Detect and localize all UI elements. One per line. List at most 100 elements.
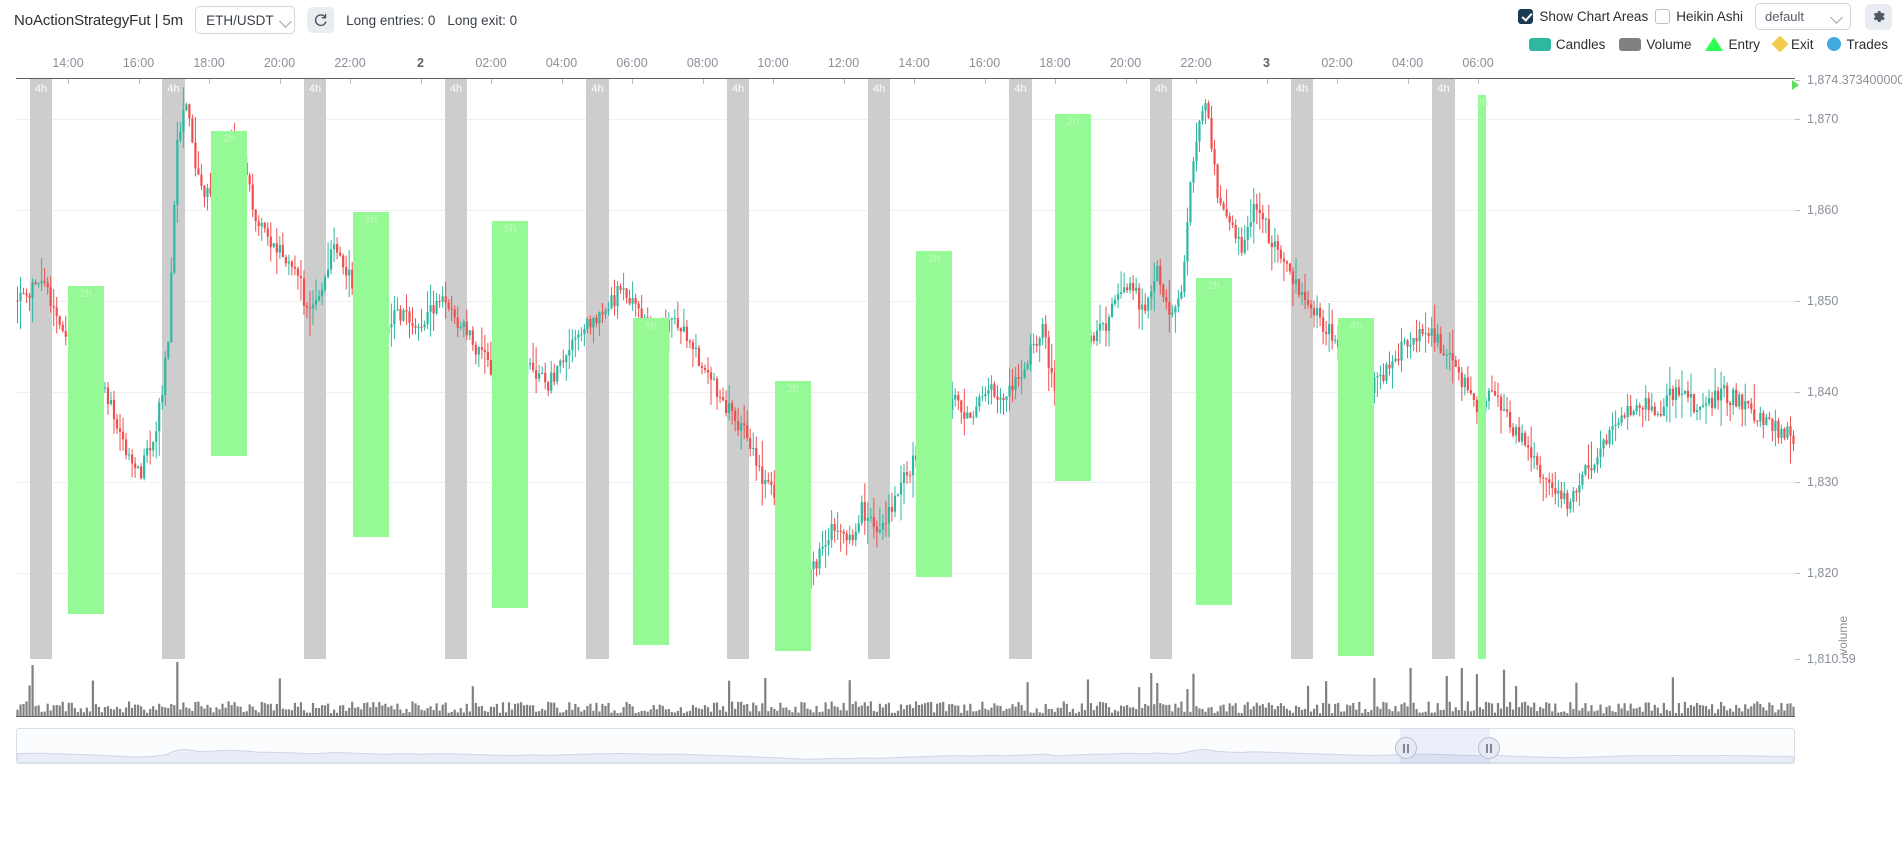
y-axis-tick-label: 1,830 [1807, 475, 1839, 490]
x-axis-tick [773, 78, 774, 84]
x-axis-tick-label: 10:00 [757, 56, 789, 70]
y-axis-tick [1795, 118, 1800, 120]
chart-area-band-label: 2h [786, 383, 800, 395]
legend-exit-label: Exit [1790, 36, 1814, 52]
x-axis-tick [1407, 78, 1409, 84]
show-chart-areas-checkbox[interactable] [1518, 9, 1534, 24]
chart-area-band: 5h [353, 212, 389, 537]
x-axis-tick-label: 06:00 [616, 56, 648, 70]
long-exit-count: Long exit: 0 [447, 12, 518, 28]
x-axis-tick-label: 02:00 [1321, 56, 1353, 70]
legend-trades-label: Trades [1846, 36, 1888, 52]
x-axis-tick [984, 78, 986, 84]
legend-candles-label: Candles [1555, 36, 1606, 52]
x-axis-tick-label: 20:00 [263, 56, 296, 70]
last-price-marker-icon [1792, 80, 1799, 90]
volume-axis-label: volume [1836, 616, 1850, 655]
x-axis-tick [420, 78, 422, 84]
show-chart-areas-toggle[interactable]: Show Chart Areas [1518, 9, 1648, 24]
x-axis-tick [1337, 78, 1338, 84]
x-axis-tick [1055, 78, 1056, 84]
x-axis-tick-label: 08:00 [686, 56, 719, 70]
legend-volume-swatch-icon [1619, 37, 1642, 51]
gridline [16, 573, 1795, 575]
candlestick-series [16, 87, 1795, 596]
x-axis-tick [1478, 78, 1479, 84]
plot-config-select[interactable]: default [1755, 3, 1851, 30]
volume-pane[interactable] [16, 659, 1795, 716]
chart-area-band-label: 5h [364, 214, 378, 226]
y-axis-tick [1795, 659, 1800, 660]
x-axis-tick-label: 12:00 [827, 56, 860, 70]
x-axis-tick [561, 78, 563, 84]
chart-area-band-label: 2h [927, 253, 941, 265]
legend-volume-label: Volume [1646, 36, 1692, 52]
session-band-label: 4h [872, 83, 886, 95]
chart-area-band-label: 4h [1349, 320, 1363, 332]
chart-area-band-label: 5h [503, 223, 517, 235]
heikin-ashi-toggle[interactable]: Heikin Ashi [1655, 9, 1743, 24]
session-band: 4h [1291, 79, 1313, 659]
show-chart-areas-label: Show Chart Areas [1539, 9, 1649, 24]
session-band: 4h [586, 79, 609, 659]
y-axis-tick [1795, 209, 1800, 211]
y-axis-tick [1795, 482, 1800, 484]
chart-area-band: 2h [1475, 95, 1489, 659]
chevron-down-icon [1831, 10, 1844, 23]
legend-volume[interactable]: Volume [1619, 37, 1691, 52]
session-band-label: 4h [1014, 83, 1027, 95]
chart-area-band: 5h [492, 221, 528, 608]
session-band: 4h [1009, 79, 1032, 659]
pair-select[interactable]: ETH/USDT [195, 6, 296, 34]
y-axis-tick-label: 1,870 [1807, 111, 1839, 126]
legend-candles-swatch-icon [1528, 37, 1551, 51]
session-band-label: 4h [591, 83, 604, 95]
session-band-label: 4h [731, 83, 745, 95]
session-band: 4h [1150, 79, 1172, 659]
legend-exit[interactable]: Exit [1771, 35, 1814, 53]
navigator-handle-left[interactable] [1395, 737, 1417, 759]
legend-entry-label: Entry [1728, 36, 1760, 52]
pair-select-value: ETH/USDT [206, 12, 274, 28]
chart-area-band-label: 5h [644, 320, 658, 332]
chart-area-band: 2h [68, 286, 104, 614]
trade-stats: Long entries: 0 Long exit: 0 [346, 13, 517, 28]
x-axis-tick [138, 78, 140, 84]
session-band-label: 4h [1295, 83, 1309, 95]
settings-button[interactable] [1865, 3, 1892, 30]
session-band: 4h [30, 79, 52, 659]
navigator-handle-right[interactable] [1478, 737, 1500, 759]
x-axis-tick [68, 78, 69, 84]
price-pane[interactable]: 4h 4h 4h 4h 4h 4h 4h 4h 4h 4h 4h 2h 2h 5h 5h 5h 2h 2h 2h 2h… [16, 79, 1795, 659]
legend-trades[interactable]: Trades [1827, 37, 1888, 52]
navigator-series [17, 748, 1794, 763]
legend-entry[interactable]: Entry [1705, 37, 1760, 52]
chart-navigator[interactable] [16, 728, 1795, 764]
y-axis-tick [1795, 573, 1800, 575]
x-axis-tick-label: 3 [1263, 56, 1270, 70]
x-axis-tick [702, 78, 704, 84]
handle-bar-icon [1490, 743, 1493, 753]
x-axis-tick-label: 18:00 [193, 56, 225, 70]
x-axis: 14:00 16:00 18:00 20:00 22:00 2 02:00 04:00 06:0… [0, 56, 1902, 84]
chart-area-band: 2h [775, 381, 811, 651]
refresh-button[interactable] [307, 7, 335, 33]
chart-area-band-label: 2h [1066, 116, 1080, 128]
x-axis-tick-label: 2 [417, 56, 424, 70]
session-band-label: 4h [449, 83, 463, 95]
x-axis-tick-label: 16:00 [968, 56, 1001, 70]
legend-candles[interactable]: Candles [1528, 36, 1606, 52]
x-axis-tick-label: 14:00 [898, 56, 930, 70]
x-axis-tick [1266, 78, 1268, 84]
session-band-label: 4h [167, 83, 180, 95]
session-band-label: 4h [34, 83, 48, 95]
session-band: 4h [445, 79, 467, 659]
gridline [16, 118, 1795, 120]
chart-area-band-label: 2h [222, 133, 236, 145]
heikin-ashi-checkbox[interactable] [1655, 9, 1671, 24]
volume-axis-line [16, 716, 1795, 717]
header-right-group: Show Chart Areas Heikin Ashi default [1518, 0, 1892, 55]
x-axis-tick-label: 22:00 [334, 56, 366, 70]
chart-area-band-label: 2h [1475, 97, 1489, 109]
y-axis-tick-label: 1,820 [1807, 566, 1839, 581]
